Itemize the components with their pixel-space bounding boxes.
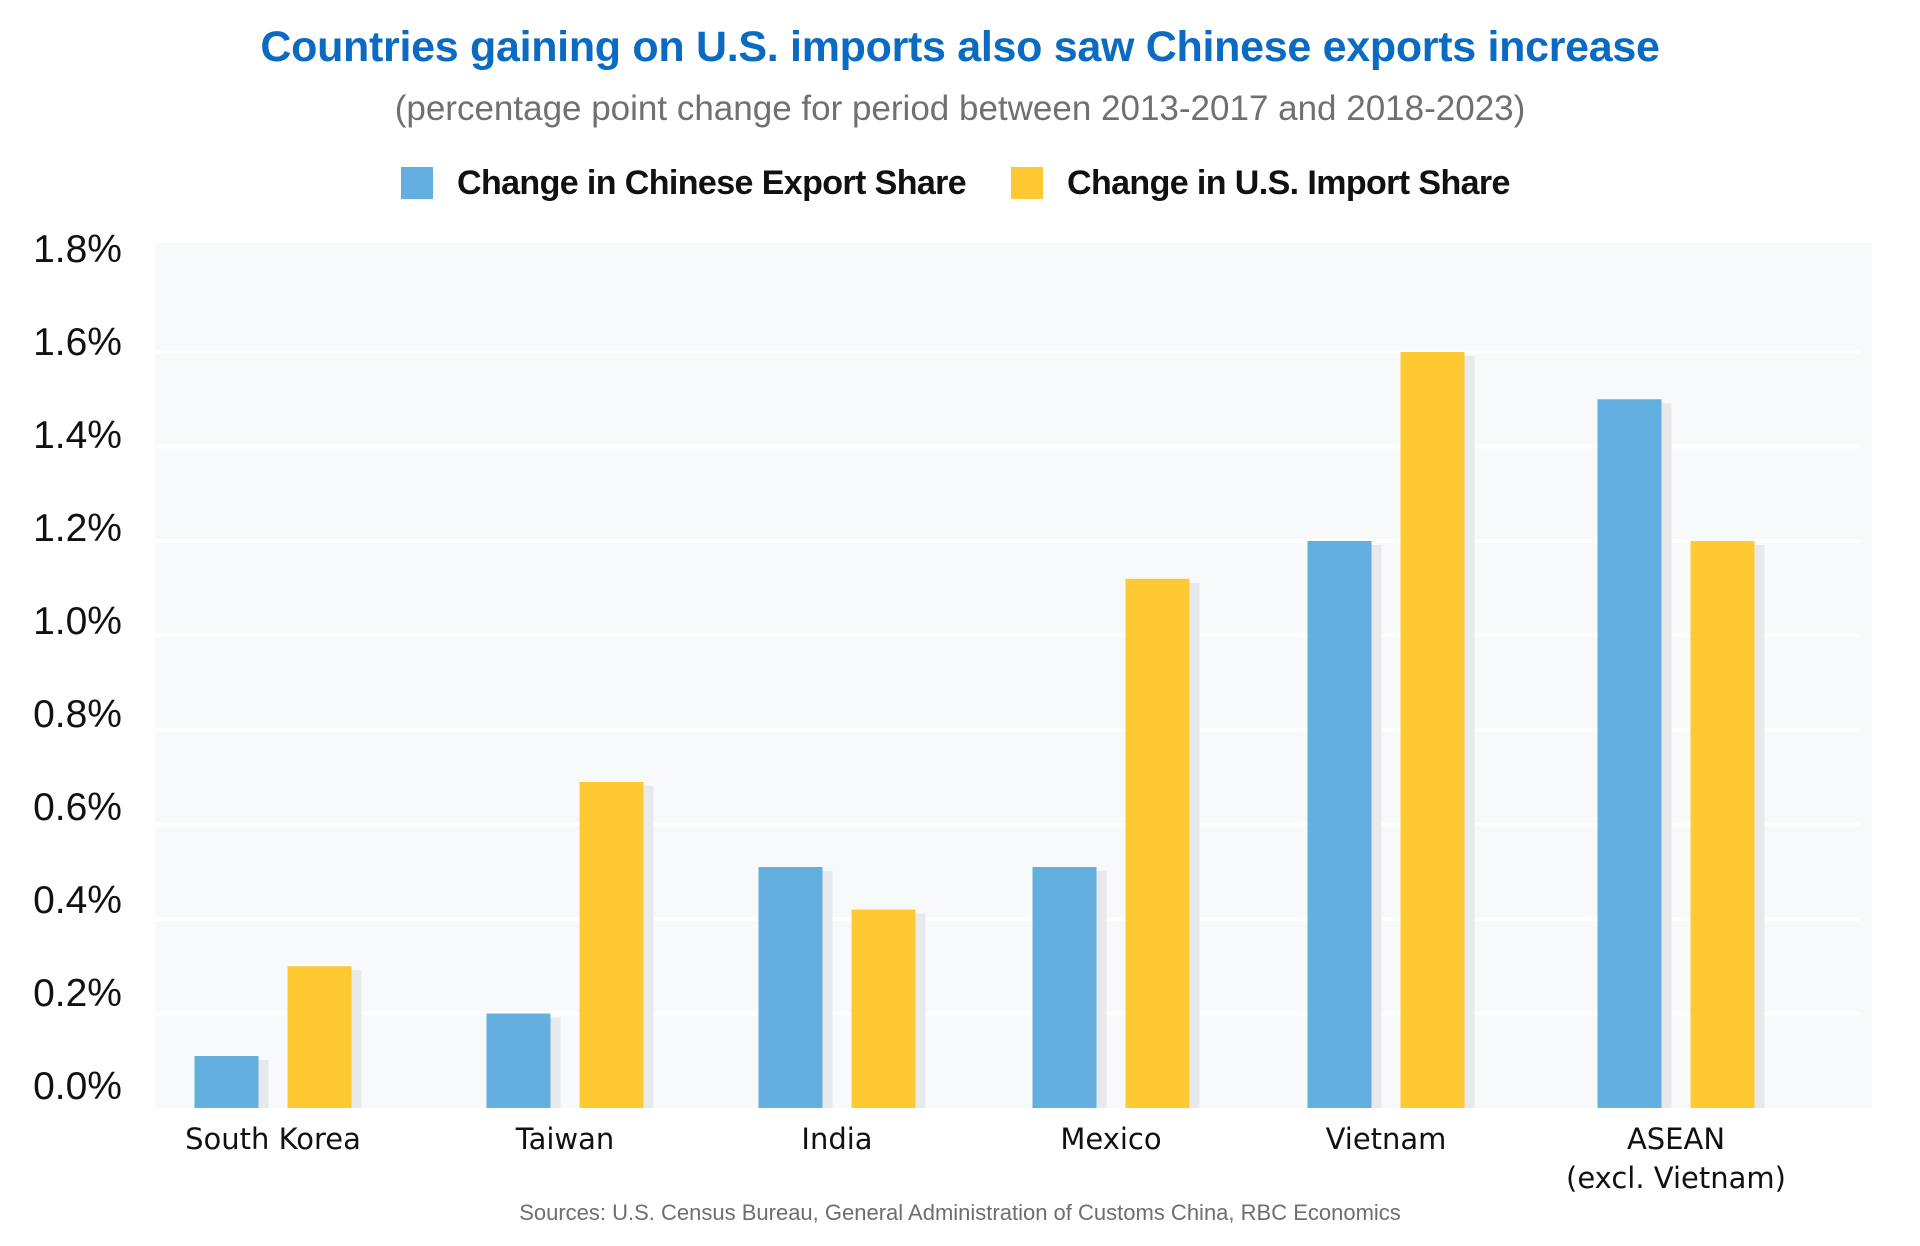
x-tick-label: Vietnam: [1326, 1122, 1447, 1156]
legend-item-chinese-export: Change in Chinese Export Share: [401, 163, 967, 203]
y-tick-label: 0.0%: [33, 1065, 122, 1108]
gridline: [155, 350, 1860, 354]
bar-us-import: [1400, 352, 1465, 1108]
x-tick-label: ASEAN: [1627, 1122, 1725, 1156]
x-tick-label: Taiwan: [515, 1122, 615, 1156]
y-axis-ticks: 0.0% 0.2% 0.4% 0.6% 0.8% 1.0% 1.2% 1.4% 1.6% 1.8%: [33, 228, 122, 1108]
bar-us-import: [851, 909, 916, 1108]
legend-item-us-import: Change in U.S. Import Share: [1011, 163, 1510, 203]
gridline: [155, 444, 1860, 449]
bar-chinese-export: [486, 1013, 551, 1108]
bar-chinese-export: [758, 867, 823, 1108]
legend-label-us-import: Change in U.S. Import Share: [1067, 163, 1510, 202]
x-tick-label: Mexico: [1060, 1122, 1161, 1156]
sources-note: Sources: U.S. Census Bureau, General Adm…: [519, 1200, 1401, 1225]
legend-label-chinese-export: Change in Chinese Export Share: [457, 163, 967, 202]
x-axis-ticks: South Korea Taiwan India Mexico Vietnam ASEAN…: [185, 1122, 1786, 1195]
chart-subtitle: (percentage point change for period betw…: [394, 89, 1526, 128]
bars: [194, 352, 1765, 1108]
y-tick-label: 1.2%: [33, 507, 122, 550]
y-tick-label: 0.4%: [33, 879, 122, 922]
gridlines: [155, 350, 1860, 1016]
y-tick-label: 0.8%: [33, 693, 122, 736]
legend-swatch-chinese-export: [401, 167, 433, 199]
bar-chinese-export: [1307, 541, 1372, 1108]
x-tick-label: (excl. Vietnam): [1566, 1161, 1786, 1195]
chart-title: Countries gaining on U.S. imports also s…: [260, 23, 1660, 71]
y-tick-label: 1.6%: [33, 321, 122, 364]
bar-us-import: [1690, 541, 1755, 1108]
bar-chinese-export: [194, 1056, 259, 1108]
gridline: [155, 822, 1860, 827]
legend-swatch-us-import: [1011, 167, 1043, 199]
y-tick-label: 0.6%: [33, 786, 122, 829]
y-tick-label: 1.0%: [33, 600, 122, 643]
gridline: [155, 728, 1860, 732]
bar-chinese-export: [1032, 867, 1097, 1108]
gridline: [155, 1011, 1860, 1016]
y-tick-label: 0.2%: [33, 972, 122, 1015]
y-tick-label: 1.8%: [33, 228, 122, 271]
bar-chinese-export: [1597, 399, 1662, 1108]
gridline: [155, 917, 1860, 921]
gridline: [155, 539, 1860, 543]
x-tick-label: South Korea: [185, 1122, 361, 1156]
bar-us-import: [579, 781, 644, 1108]
y-tick-label: 1.4%: [33, 414, 122, 457]
gridline: [155, 633, 1860, 638]
bar-us-import: [287, 966, 352, 1108]
bar-us-import: [1125, 578, 1190, 1108]
x-tick-label: India: [801, 1122, 872, 1156]
plot-area: [155, 243, 1872, 1108]
